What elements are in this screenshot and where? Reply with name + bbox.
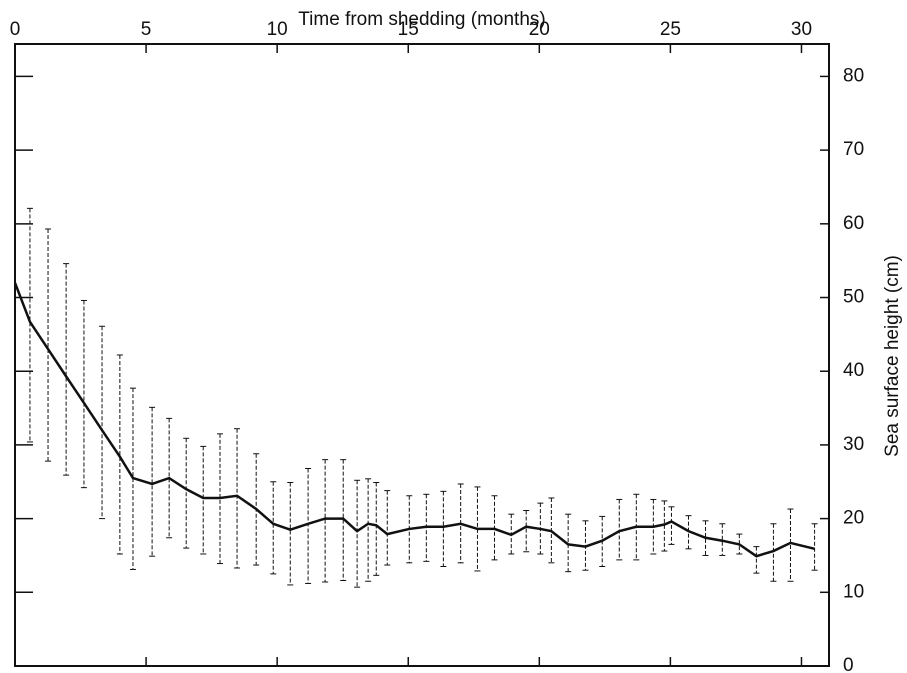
y-tick-label: 80 <box>843 65 864 86</box>
y-tick-label: 40 <box>843 360 864 381</box>
error-bar <box>287 481 294 586</box>
error-bar <box>685 515 692 550</box>
error-bar <box>63 263 70 476</box>
x-tick-label: 5 <box>141 19 152 40</box>
error-bar <box>440 490 447 568</box>
error-bar <box>45 228 52 462</box>
error-bar <box>616 498 623 561</box>
x-tick-label: 20 <box>529 19 550 40</box>
y-tick-label: 50 <box>843 287 864 308</box>
error-bar <box>523 510 530 553</box>
x-axis-title: Time from shedding (months) <box>298 9 545 30</box>
error-bar <box>354 479 361 588</box>
error-bar <box>565 513 572 573</box>
data-line <box>13 282 815 558</box>
error-bar <box>99 325 106 520</box>
error-bar <box>811 523 818 571</box>
error-bar <box>668 506 675 545</box>
y-tick-label: 60 <box>843 213 864 234</box>
error-bar <box>365 478 372 582</box>
x-tick-label: 15 <box>398 19 419 40</box>
error-bar <box>384 490 391 566</box>
error-bar <box>322 459 329 583</box>
x-tick-label: 0 <box>10 19 21 40</box>
y-tick-label: 70 <box>843 139 864 160</box>
y-axis-title: Sea surface height (cm) <box>882 255 903 457</box>
error-bar <box>770 523 777 582</box>
error-bar <box>80 299 87 489</box>
y-tick-label: 30 <box>843 434 864 455</box>
x-tick-label: 25 <box>660 19 681 40</box>
y-tick-label: 20 <box>843 508 864 529</box>
y-tick-label: 10 <box>843 581 864 602</box>
error-bar <box>305 467 312 584</box>
y-tick-label: 0 <box>843 655 854 673</box>
error-bar <box>183 437 190 549</box>
error-bar <box>661 500 668 552</box>
error-bar <box>270 481 277 575</box>
plot-frame <box>14 43 830 667</box>
x-tick-label: 10 <box>267 19 288 40</box>
error-bar <box>166 417 173 539</box>
error-bar <box>702 520 709 556</box>
x-tick-label: 30 <box>791 19 812 40</box>
error-bar <box>753 546 760 574</box>
error-bar <box>26 207 33 443</box>
error-bar <box>149 406 156 557</box>
error-bar <box>787 508 794 582</box>
error-bar <box>373 481 380 576</box>
error-bar <box>217 433 224 565</box>
error-bar <box>200 445 207 555</box>
error-bar <box>234 428 241 569</box>
